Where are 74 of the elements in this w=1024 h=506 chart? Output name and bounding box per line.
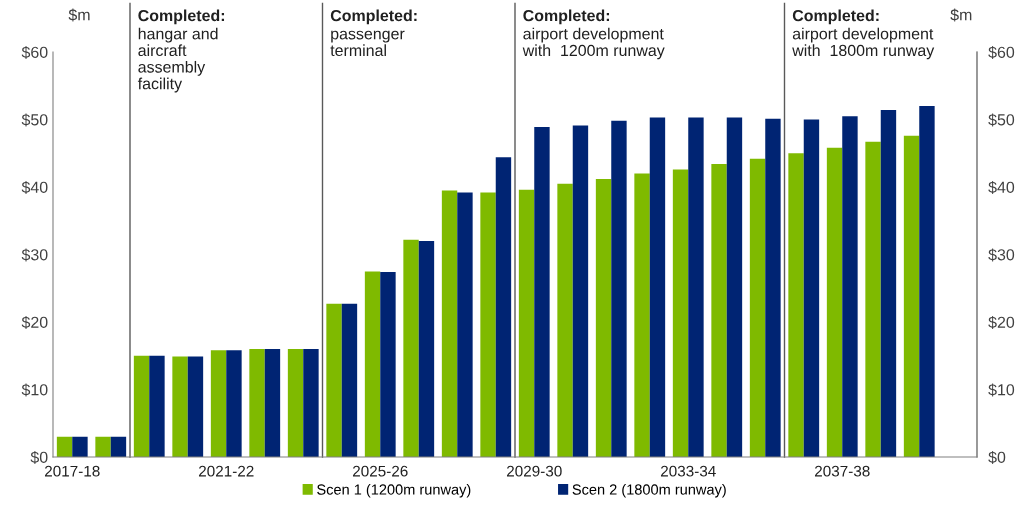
bar: [249, 349, 265, 457]
bar: [711, 164, 727, 457]
bar: [595, 178, 612, 457]
legend-label: Scen 1 (1200m runway): [317, 483, 471, 498]
bar: [303, 349, 319, 457]
bar: [226, 350, 242, 457]
bar: [418, 241, 435, 457]
bar: [480, 192, 496, 457]
x-tick-label: 2017-18: [44, 465, 100, 477]
annotation: Completed: hangar and aircraft assembly facility: [137, 9, 225, 93]
x-tick-label: 2021-22: [198, 465, 254, 477]
y2-tick-label: $10: [988, 383, 1015, 397]
bar: [649, 117, 666, 457]
bar: [172, 356, 188, 457]
bar: [919, 106, 935, 457]
bar: [749, 158, 766, 457]
bar: [534, 126, 550, 457]
bar: [880, 110, 897, 457]
annotation: Completed: airport development with 1800m runway: [792, 9, 935, 60]
bar: [865, 141, 881, 457]
bar: [672, 169, 689, 457]
y2-tick-label: $30: [988, 248, 1015, 262]
bar: [326, 303, 342, 457]
y2-tick-label: $0: [988, 450, 1006, 464]
bar: [187, 356, 204, 457]
legend-label: Scen 2 (1800m runway): [572, 483, 726, 498]
y-tick-label: $40: [21, 180, 48, 194]
y-tick-label: $0: [30, 450, 48, 464]
bar: [72, 436, 88, 457]
bar: [726, 117, 743, 457]
bar: [572, 125, 589, 457]
x-tick-label: 2033-34: [660, 465, 716, 477]
bar: [133, 355, 150, 457]
bar: [634, 173, 650, 457]
bar: [765, 118, 781, 457]
bar: [557, 183, 573, 457]
bar: [441, 190, 458, 457]
y-tick-label: $10: [21, 383, 48, 397]
bar: [264, 349, 281, 457]
bar: [287, 349, 304, 457]
bar: [149, 355, 165, 457]
bar: [403, 239, 419, 457]
annotation: Completed: passenger terminal: [330, 9, 417, 57]
bar: [518, 189, 535, 457]
bar: [788, 153, 804, 457]
bar: [364, 271, 381, 457]
y2-axis-title: $m: [950, 8, 972, 22]
bar: [903, 135, 920, 457]
bar: [110, 436, 127, 457]
y-axis-title: $m: [68, 8, 90, 22]
bar: [688, 117, 704, 457]
y-tick-label: $60: [21, 45, 48, 59]
annotation: Completed: airport development with 1200m runway: [522, 9, 665, 60]
x-tick-label: 2025-26: [352, 465, 408, 477]
y2-tick-label: $20: [988, 315, 1015, 329]
bar: [826, 147, 843, 457]
y2-tick-label: $40: [988, 180, 1015, 194]
y2-tick-label: $60: [988, 45, 1015, 59]
bar: [457, 192, 473, 457]
y2-tick-label: $50: [988, 113, 1015, 127]
y-tick-label: $50: [21, 113, 48, 127]
bar: [210, 350, 227, 457]
x-tick-label: 2037-38: [814, 465, 870, 477]
x-tick-label: 2029-30: [506, 465, 562, 477]
bar: [495, 157, 512, 457]
bar: [611, 120, 627, 457]
bar: [380, 272, 396, 457]
bar: [842, 116, 858, 457]
y-tick-label: $30: [21, 248, 48, 262]
bar: [341, 303, 358, 457]
bar: [56, 436, 73, 457]
bar: [95, 436, 111, 457]
bar: [803, 119, 820, 457]
y-tick-label: $20: [21, 315, 48, 329]
